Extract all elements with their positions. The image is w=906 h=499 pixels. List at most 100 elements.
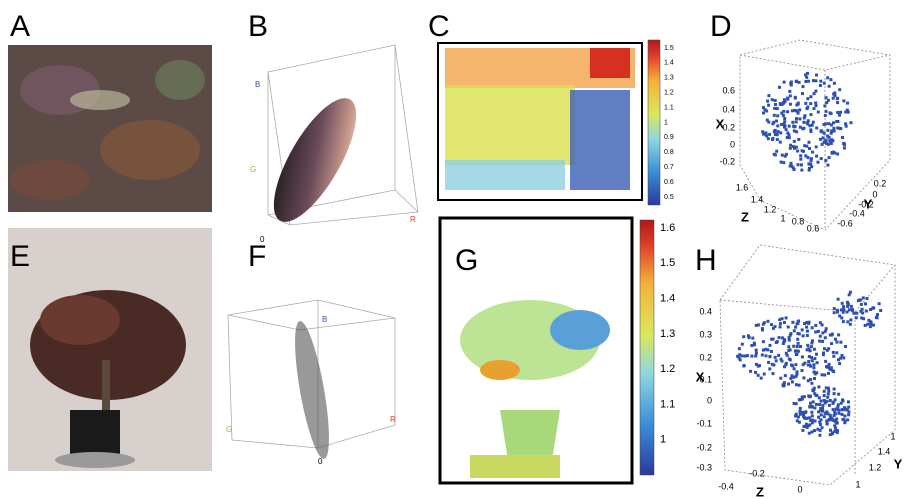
- point: [801, 328, 804, 331]
- point: [812, 400, 815, 403]
- point: [833, 307, 836, 310]
- point: [827, 392, 830, 395]
- point: [815, 127, 818, 130]
- point: [835, 351, 838, 354]
- point: [784, 374, 787, 377]
- point: [830, 123, 833, 126]
- point: [766, 119, 769, 122]
- point: [784, 155, 787, 158]
- axis-label: Z: [741, 209, 749, 224]
- point: [809, 395, 812, 398]
- point: [777, 354, 780, 357]
- point: [813, 348, 816, 351]
- point: [833, 311, 836, 314]
- point: [810, 345, 813, 348]
- point: [761, 327, 764, 330]
- point: [811, 151, 814, 154]
- point: [815, 155, 818, 158]
- point: [817, 330, 820, 333]
- point: [789, 103, 792, 106]
- point: [850, 121, 853, 124]
- point: [847, 410, 850, 413]
- point: [821, 426, 824, 429]
- point: [826, 422, 829, 425]
- point: [767, 104, 770, 107]
- tick-label: -0.1: [696, 418, 712, 428]
- depth-map-c: [438, 40, 660, 205]
- point: [823, 390, 826, 393]
- point: [827, 389, 830, 392]
- point: [807, 347, 810, 350]
- point: [762, 340, 765, 343]
- point: [793, 125, 796, 128]
- point: [779, 141, 782, 144]
- point: [789, 377, 792, 380]
- point: [826, 164, 829, 167]
- point: [796, 338, 799, 341]
- axis-label: 0: [260, 235, 265, 244]
- point: [799, 410, 802, 413]
- point: [813, 429, 816, 432]
- point: [776, 114, 779, 117]
- point: [785, 128, 788, 131]
- point: [864, 302, 867, 305]
- point: [836, 97, 839, 100]
- point: [819, 84, 822, 87]
- point: [750, 355, 753, 358]
- photo-a: [8, 45, 212, 212]
- colorbar-tick-label: 1: [660, 434, 666, 446]
- point: [841, 354, 844, 357]
- point: [792, 145, 795, 148]
- point: [842, 99, 845, 102]
- point: [775, 341, 778, 344]
- point: [836, 341, 839, 344]
- point: [825, 110, 828, 113]
- point: [855, 312, 858, 315]
- photo-e: [8, 228, 212, 471]
- point: [819, 80, 822, 83]
- point: [806, 334, 809, 337]
- tick-label: -0.6: [837, 218, 853, 228]
- panel-letter: C: [428, 10, 450, 43]
- point: [811, 406, 814, 409]
- point: [842, 142, 845, 145]
- point: [811, 339, 814, 342]
- point: [757, 374, 760, 377]
- point: [780, 161, 783, 164]
- point: [841, 398, 844, 401]
- point: [839, 357, 842, 360]
- point: [790, 364, 793, 367]
- point: [779, 322, 782, 325]
- point: [766, 100, 769, 103]
- point: [799, 345, 802, 348]
- point-clusters: [736, 72, 882, 437]
- point: [838, 88, 841, 91]
- point: [794, 326, 797, 329]
- point: [872, 306, 875, 309]
- point: [849, 318, 852, 321]
- point: [797, 320, 800, 323]
- point: [791, 321, 794, 324]
- point: [788, 357, 791, 360]
- point: [812, 366, 815, 369]
- point: [833, 388, 836, 391]
- point: [878, 302, 881, 305]
- point: [783, 81, 786, 84]
- panel-letter: H: [695, 244, 717, 277]
- point: [814, 324, 817, 327]
- point: [859, 298, 862, 301]
- point: [821, 323, 824, 326]
- point: [813, 92, 816, 95]
- point: [747, 334, 750, 337]
- point: [808, 124, 811, 127]
- point: [779, 377, 782, 380]
- point: [842, 305, 845, 308]
- point: [790, 162, 793, 165]
- point: [825, 101, 828, 104]
- point: [789, 82, 792, 85]
- point: [738, 353, 741, 356]
- point: [788, 90, 791, 93]
- point: [781, 154, 784, 157]
- point: [802, 334, 805, 337]
- axis-label: Y: [894, 456, 903, 471]
